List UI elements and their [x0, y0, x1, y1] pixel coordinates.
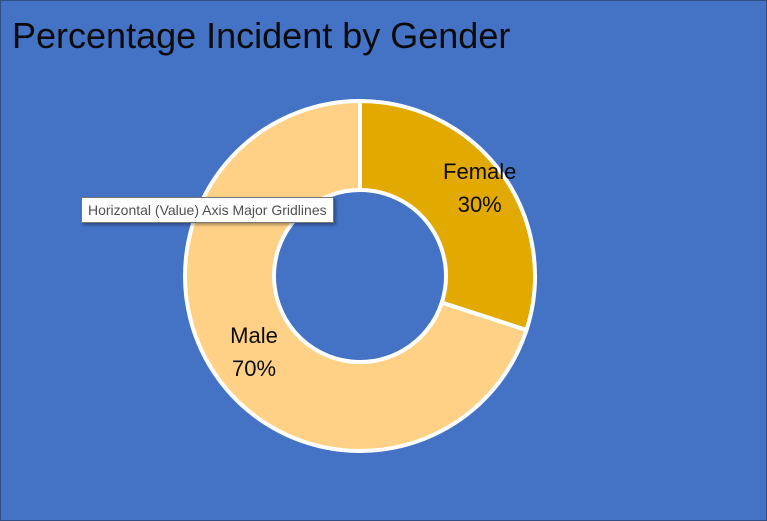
data-label-percent: 30%	[458, 192, 502, 217]
gridlines-tooltip: Horizontal (Value) Axis Major Gridlines	[81, 197, 334, 223]
data-label-category: Female	[443, 159, 516, 184]
data-labels: Female 30% Male 70%	[230, 159, 516, 381]
data-label-percent: 70%	[232, 356, 276, 381]
donut-slices	[183, 98, 537, 453]
data-label-category: Male	[230, 323, 278, 348]
slice-female[interactable]	[358, 98, 537, 333]
slice-male[interactable]	[183, 98, 529, 453]
chart-title[interactable]: Percentage Incident by Gender	[12, 15, 511, 56]
data-label-female[interactable]: Female 30%	[443, 159, 516, 217]
data-label-male[interactable]: Male 70%	[230, 323, 278, 381]
